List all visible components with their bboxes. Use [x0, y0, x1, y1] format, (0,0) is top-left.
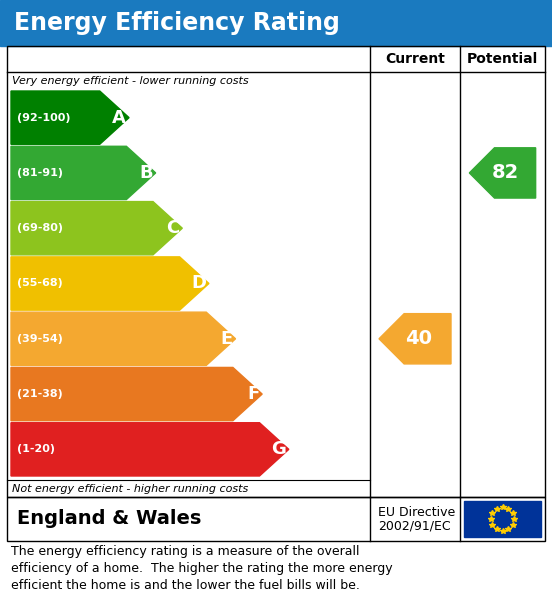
Bar [0, 0, 552, 46]
Text: (21-38): (21-38) [17, 389, 63, 399]
Text: D: D [191, 275, 206, 292]
Text: (39-54): (39-54) [17, 334, 63, 344]
Text: 2002/91/EC: 2002/91/EC [378, 519, 450, 532]
Polygon shape [11, 423, 289, 476]
Text: (1-20): (1-20) [17, 444, 55, 454]
Text: B: B [139, 164, 153, 182]
Text: E: E [220, 330, 232, 348]
Text: EU Directive: EU Directive [378, 506, 455, 519]
Text: Current: Current [385, 52, 445, 66]
Text: G: G [271, 440, 286, 459]
Text: Not energy efficient - higher running costs: Not energy efficient - higher running co… [12, 484, 248, 493]
Text: A: A [112, 109, 126, 127]
Text: F: F [247, 385, 259, 403]
Text: C: C [166, 219, 179, 237]
Polygon shape [11, 312, 236, 365]
Bar [7, 497, 545, 541]
Text: Potential: Potential [467, 52, 538, 66]
Text: 82: 82 [491, 164, 519, 183]
Bar [7, 46, 545, 497]
Polygon shape [11, 147, 156, 200]
Polygon shape [11, 257, 209, 310]
Text: 40: 40 [405, 329, 432, 348]
Polygon shape [379, 314, 451, 364]
Text: Very energy efficient - lower running costs: Very energy efficient - lower running co… [12, 75, 248, 85]
Bar [464, 501, 541, 537]
Text: Energy Efficiency Rating: Energy Efficiency Rating [14, 11, 340, 35]
Polygon shape [11, 91, 129, 144]
Text: (69-80): (69-80) [17, 223, 63, 233]
Text: England & Wales: England & Wales [17, 509, 201, 528]
Text: (92-100): (92-100) [17, 113, 71, 123]
Polygon shape [11, 367, 262, 421]
Text: The energy efficiency rating is a measure of the overall
efficiency of a home.  : The energy efficiency rating is a measur… [11, 545, 392, 592]
Text: (55-68): (55-68) [17, 278, 63, 289]
Polygon shape [11, 202, 182, 255]
Polygon shape [469, 148, 535, 198]
Text: (81-91): (81-91) [17, 168, 63, 178]
